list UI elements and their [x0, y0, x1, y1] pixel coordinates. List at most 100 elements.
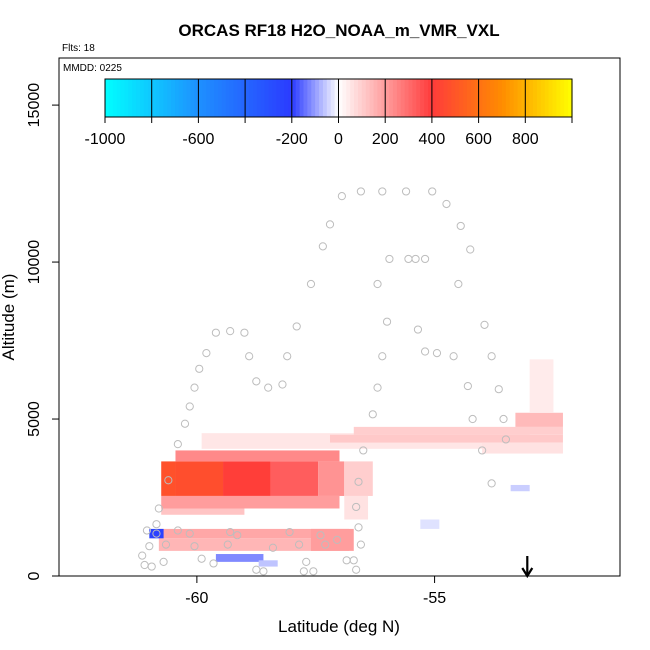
track-point — [226, 327, 235, 336]
colorbar-swatch — [482, 79, 487, 117]
track-point — [302, 557, 311, 566]
arrow-head — [521, 567, 534, 579]
x-axis-label: Latitude (deg N) — [278, 617, 400, 636]
colorbar-swatch — [556, 79, 561, 117]
track-point — [373, 383, 382, 392]
track-point — [325, 220, 335, 229]
colorbar-swatch — [210, 79, 215, 117]
colorbar-swatch — [186, 79, 192, 117]
track-point — [382, 317, 392, 326]
heatmap-cell — [482, 442, 563, 454]
colorbar-swatch — [229, 79, 235, 117]
colorbar-swatch — [245, 79, 250, 117]
colorbar-swatch — [151, 79, 157, 117]
track-point — [337, 192, 346, 201]
colorbar-swatch — [505, 79, 511, 117]
colorbar-swatch — [463, 79, 468, 117]
date-label: MMDD: 0225 — [63, 63, 122, 74]
colorbar-swatch — [385, 79, 390, 117]
track-point — [142, 526, 152, 535]
track-point — [252, 565, 261, 574]
colorbar-swatch — [233, 79, 238, 117]
colorbar-swatch — [416, 79, 421, 117]
colorbar-swatch — [159, 79, 164, 117]
colorbar-swatch — [334, 79, 340, 117]
colorbar-swatch — [486, 79, 491, 117]
track-point — [352, 565, 361, 574]
colorbar-swatch — [124, 79, 129, 117]
track-point — [252, 377, 261, 386]
track-point — [202, 349, 211, 358]
heatmap-cell — [529, 359, 554, 413]
track-point — [404, 254, 413, 264]
colorbar-swatch — [225, 79, 231, 117]
colorbar-swatch — [272, 79, 277, 117]
track-point — [259, 567, 268, 576]
track-point — [164, 476, 173, 485]
colorbar-swatch — [552, 79, 558, 117]
colorbar-swatch — [478, 79, 484, 117]
track-point — [359, 446, 368, 455]
track-point — [147, 562, 156, 571]
y-tick-label: 10000 — [26, 240, 43, 285]
track-point — [442, 199, 451, 209]
colorbar-swatch — [509, 79, 515, 117]
colorbar-tick-label: -1000 — [85, 131, 126, 148]
track-point — [349, 556, 358, 565]
track-point — [245, 352, 254, 361]
colorbar: -1000 -600 -200 0 200 400 600 800 — [85, 78, 573, 148]
colorbar-tick-label: 200 — [372, 131, 399, 148]
heatmap-cell — [344, 495, 369, 520]
colorbar-swatch — [525, 79, 530, 117]
colorbar-swatch — [342, 79, 347, 117]
colorbar-swatch — [140, 79, 145, 117]
colorbar-swatch — [377, 79, 382, 117]
heatmap-cell — [175, 450, 340, 462]
colorbar-swatch — [412, 79, 417, 117]
heatmap-cell — [223, 461, 271, 496]
track-point — [145, 542, 154, 551]
heatmap-cell — [515, 412, 563, 427]
track-point — [283, 352, 292, 361]
colorbar-swatch — [521, 79, 526, 117]
track-point — [152, 520, 161, 529]
colorbar-swatch — [373, 79, 379, 117]
track-point — [501, 435, 510, 444]
colorbar-swatch — [420, 79, 425, 117]
heatmap-cell — [310, 528, 354, 551]
plot-frame — [58, 57, 621, 577]
colorbar-tick-label: 600 — [465, 131, 492, 148]
track-point — [385, 254, 394, 264]
colorbar-swatch — [350, 79, 355, 117]
colorbar-tick-label: -600 — [182, 131, 214, 148]
colorbar-swatch — [171, 79, 176, 117]
track-point — [140, 560, 149, 570]
track-point — [494, 385, 503, 394]
track-point — [354, 477, 363, 486]
y-tick-label: 0 — [26, 571, 43, 580]
colorbar-swatch — [315, 79, 320, 117]
track-point — [463, 381, 472, 391]
colorbar-swatch — [346, 79, 351, 117]
chart-title: ORCAS RF18 H2O_NOAA_m_VMR_VXL — [178, 21, 499, 40]
colorbar-swatch — [517, 79, 523, 117]
track-point — [268, 543, 278, 552]
track-point — [197, 554, 206, 563]
heatmap-cell — [215, 554, 264, 562]
colorbar-swatch — [112, 79, 118, 117]
track-point — [378, 352, 387, 361]
track-point — [318, 242, 327, 251]
colorbar-swatch — [568, 79, 573, 117]
colorbar-swatch — [404, 79, 410, 117]
track-point — [432, 349, 442, 358]
track-point — [373, 279, 382, 289]
heatmap-cell — [161, 461, 176, 496]
heatmap-cell — [510, 484, 530, 492]
track-point — [211, 328, 220, 337]
colorbar-swatch — [365, 79, 371, 117]
colorbar-swatch — [431, 79, 437, 117]
colorbar-swatch — [202, 79, 207, 117]
colorbar-swatch — [264, 79, 270, 117]
colorbar-swatch — [182, 79, 188, 117]
colorbar-swatch — [498, 79, 503, 117]
